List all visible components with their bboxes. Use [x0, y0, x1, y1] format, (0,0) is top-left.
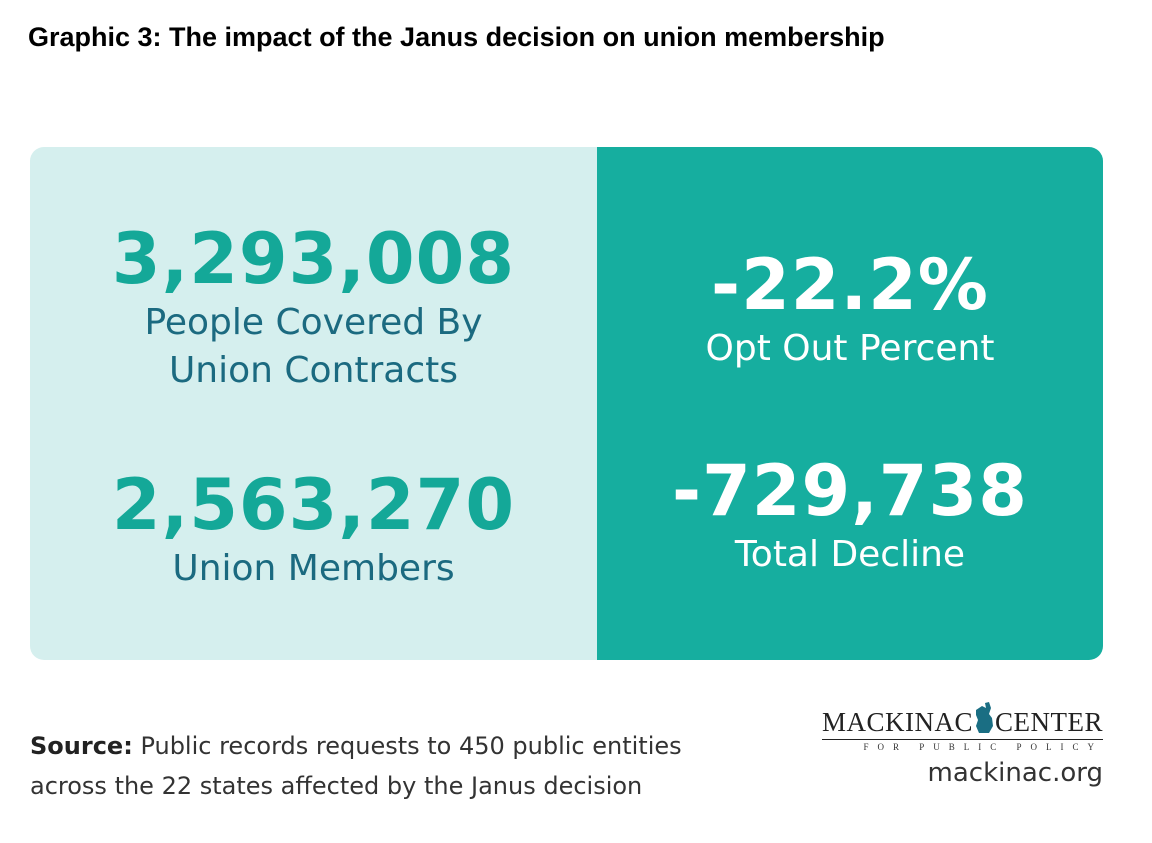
stat-label: Opt Out Percent: [705, 328, 995, 369]
stat-value: 3,293,008: [111, 218, 516, 300]
logo-text: MACKINAC: [821, 707, 973, 737]
logo-sub: FOR PUBLIC POLICY: [863, 742, 1103, 752]
logo: MACKINAC CENTER FOR PUBLIC POLICY mackina…: [813, 700, 1103, 788]
stat-label: People Covered By: [144, 302, 483, 343]
source-text: Public records requests to 450 public en…: [140, 732, 682, 760]
stat: -22.2% Opt Out Percent: [597, 245, 1103, 373]
stats-panel: 3,293,008 People Covered By Union Contra…: [30, 147, 1103, 660]
url: mackinac.org: [927, 758, 1103, 788]
stat: 2,563,270 Union Members: [30, 465, 597, 593]
logo-text: CENTER: [995, 707, 1103, 737]
stat: -729,738 Total Decline: [597, 451, 1103, 579]
source-label: Source:: [30, 732, 133, 760]
stat-label: Union Members: [172, 548, 455, 589]
logo-main: MACKINAC CENTER: [821, 700, 1103, 740]
right-panel: -22.2% Opt Out Percent -729,738 Total De…: [597, 147, 1103, 660]
stat-label: Total Decline: [734, 534, 966, 575]
stat-value: -22.2%: [711, 244, 989, 326]
michigan-icon: [976, 702, 993, 733]
stat-label: Union Contracts: [168, 350, 459, 391]
source-line: Source: Public records requests to 450 p…: [30, 726, 682, 766]
source: Source: Public records requests to 450 p…: [30, 726, 682, 806]
stat: 3,293,008 People Covered By Union Contra…: [30, 219, 597, 395]
source-line: across the 22 states affected by the Jan…: [30, 772, 643, 800]
left-panel: 3,293,008 People Covered By Union Contra…: [30, 147, 597, 660]
title: Graphic 3: The impact of the Janus decis…: [28, 22, 885, 52]
stat-value: 2,563,270: [111, 464, 516, 546]
stat-value: -729,738: [672, 450, 1028, 532]
